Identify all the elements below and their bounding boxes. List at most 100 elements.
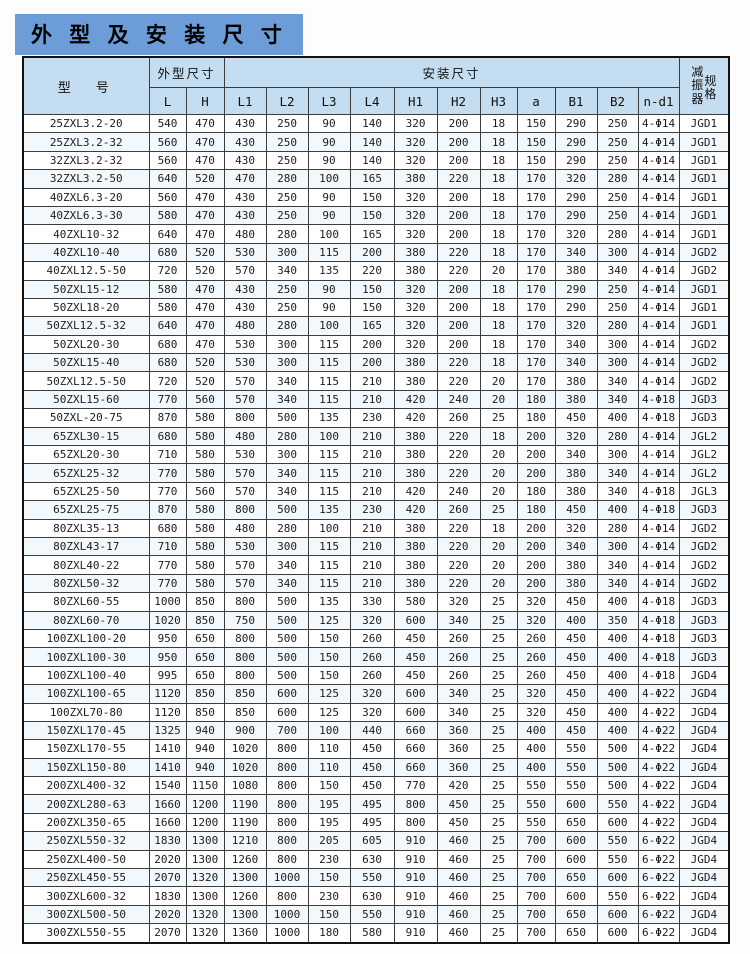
value-cell: 550 [596, 886, 639, 906]
value-cell: 150 [307, 868, 351, 888]
table-row: 65ZXL25-32 770 580 570 340 115 210 380 220 20 200 3… [22, 463, 730, 483]
value-cell: 250 [265, 132, 309, 152]
value-cell: 25 [479, 702, 518, 722]
model-cell: 65ZXL25-50 [22, 481, 150, 502]
value-cell: 290 [554, 205, 598, 226]
value-cell: JGD4 [678, 665, 730, 686]
value-cell: 700 [516, 831, 556, 851]
table-row: 80ZXL50-32 770 580 570 340 115 210 380 220 20 200 3… [22, 573, 730, 594]
table-row: 100ZXL70-80 1120 850 850 600 125 320 600 340 25 32… [22, 702, 730, 722]
value-cell: 195 [307, 794, 351, 814]
value-cell: 4-Φ14 [637, 573, 680, 594]
value-cell: 300 [265, 353, 309, 373]
table-row: 50ZXL12.5-32 640 470 480 280 100 165 320 200 18 17… [22, 316, 730, 336]
model-cell: 65ZXL30-15 [22, 426, 150, 447]
value-cell: 1190 [223, 812, 267, 833]
value-cell: 170 [516, 205, 556, 226]
value-cell: 100 [307, 169, 351, 189]
value-cell: 150 [516, 113, 556, 134]
value-cell: 220 [436, 555, 481, 575]
table-row: 80ZXL43-17 710 580 530 300 115 210 380 220 20 200 3… [22, 536, 730, 557]
value-cell: 290 [554, 297, 598, 318]
value-cell: 200 [436, 279, 481, 299]
value-cell: JGD2 [678, 536, 730, 557]
model-cell: 50ZXL12.5-32 [22, 316, 150, 336]
value-cell: 600 [554, 849, 598, 870]
value-cell: 450 [554, 500, 598, 520]
value-cell: 170 [516, 261, 556, 281]
value-cell: 200 [436, 132, 481, 152]
value-cell: JGD1 [678, 279, 730, 299]
value-cell: 4-Φ14 [637, 426, 680, 447]
value-cell: 800 [393, 812, 438, 833]
header-col-B2: B2 [596, 87, 639, 115]
value-cell: 580 [148, 297, 187, 318]
value-cell: 580 [393, 592, 438, 612]
value-cell: JGD1 [678, 224, 730, 244]
value-cell: 720 [148, 261, 187, 281]
value-cell: 500 [265, 628, 309, 649]
value-cell: 380 [393, 536, 438, 557]
value-cell: 450 [554, 720, 598, 741]
value-cell: 340 [554, 242, 598, 263]
header-col-a: a [516, 87, 556, 115]
value-cell: 320 [516, 610, 556, 630]
value-cell: 6-Φ22 [637, 886, 680, 906]
value-cell: 340 [265, 371, 309, 391]
value-cell: 450 [349, 776, 395, 796]
value-cell: JGD3 [678, 628, 730, 649]
value-cell: 600 [554, 831, 598, 851]
value-cell: 165 [349, 224, 395, 244]
value-cell: 210 [349, 426, 395, 447]
value-cell: 290 [554, 113, 598, 134]
value-cell: 400 [596, 647, 639, 667]
value-cell: 380 [393, 573, 438, 594]
value-cell: 380 [554, 463, 598, 483]
value-cell: 150 [349, 279, 395, 299]
value-cell: 580 [185, 536, 225, 557]
model-cell: 200ZXL400-32 [22, 776, 150, 796]
value-cell: 250 [596, 113, 639, 134]
value-cell: 18 [479, 205, 518, 226]
table-row: 150ZXL170-45 1325 940 900 700 100 440 660 360 25 4… [22, 720, 730, 741]
value-cell: 340 [596, 261, 639, 281]
value-cell: 110 [307, 739, 351, 759]
value-cell: 470 [185, 224, 225, 244]
value-cell: 940 [185, 739, 225, 759]
value-cell: 25 [479, 665, 518, 686]
value-cell: 25 [479, 408, 518, 428]
table-row: 150ZXL170-55 1410 940 1020 800 110 450 660 360 25… [22, 739, 730, 759]
value-cell: 100 [307, 426, 351, 447]
value-cell: 4-Φ14 [637, 463, 680, 483]
value-cell: 450 [554, 408, 598, 428]
value-cell: 260 [349, 628, 395, 649]
value-cell: 200 [516, 536, 556, 557]
value-cell: 850 [223, 702, 267, 722]
model-cell: 80ZXL60-55 [22, 592, 150, 612]
value-cell: 640 [148, 316, 187, 336]
table-row: 100ZXL100-40 995 650 800 500 150 260 450 260 25 26… [22, 665, 730, 686]
value-cell: 115 [307, 536, 351, 557]
value-cell: 460 [436, 886, 481, 906]
value-cell: 430 [223, 150, 267, 171]
value-cell: 480 [223, 224, 267, 244]
value-cell: 320 [516, 702, 556, 722]
model-cell: 40ZXL12.5-50 [22, 261, 150, 281]
value-cell: 520 [185, 353, 225, 373]
value-cell: 700 [516, 849, 556, 870]
table-row: 50ZXL15-40 680 520 530 300 115 200 380 220 18 170 3… [22, 353, 730, 373]
value-cell: 18 [479, 224, 518, 244]
header-outline-dims: 外型尺寸 [148, 56, 225, 88]
value-cell: 330 [349, 592, 395, 612]
value-cell: 1000 [265, 904, 309, 925]
value-cell: 6-Φ22 [637, 831, 680, 851]
value-cell: 1200 [185, 794, 225, 814]
value-cell: 800 [223, 628, 267, 649]
value-cell: 800 [265, 812, 309, 833]
value-cell: 850 [185, 592, 225, 612]
value-cell: 1830 [148, 886, 187, 906]
value-cell: 770 [148, 555, 187, 575]
value-cell: JGD1 [678, 316, 730, 336]
value-cell: 580 [185, 555, 225, 575]
value-cell: 135 [307, 592, 351, 612]
